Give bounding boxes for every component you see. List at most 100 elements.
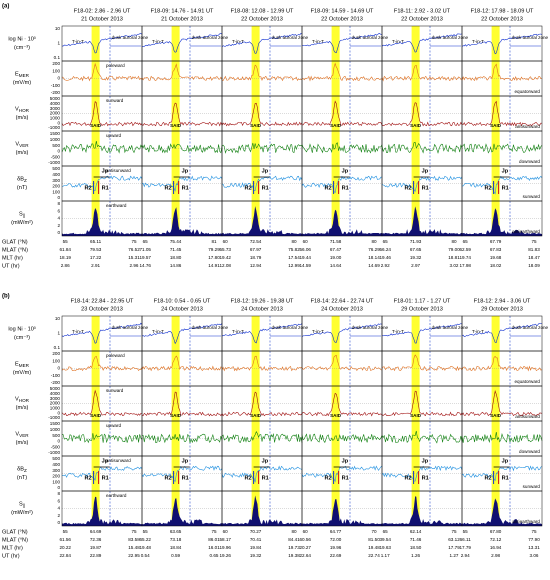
coord-value: 12.99	[288, 263, 300, 268]
x-tick-label: 71.93	[410, 239, 422, 244]
trace	[381, 430, 463, 444]
trace-cell: equatorward	[461, 350, 543, 387]
trace-cell	[141, 130, 223, 167]
annotation: dusk auroral zone	[352, 325, 389, 330]
trace-cell	[141, 350, 223, 387]
y-tick-label: 3000	[50, 106, 61, 111]
x-tick-label: 80	[451, 239, 457, 244]
trace-cell: earthward	[61, 200, 143, 237]
row-label-name: V	[15, 397, 19, 403]
trace-cell	[301, 95, 383, 132]
y-tick-label: 0	[57, 76, 60, 81]
direction-label: equatorward	[514, 89, 540, 94]
coord-value: 17.79	[448, 545, 460, 550]
coord-value: 56.24	[379, 247, 391, 252]
coord-label: MLAT (°N)	[2, 247, 28, 253]
trace	[301, 175, 383, 194]
y-tick-label: 500	[52, 166, 60, 171]
trace-cell: sunward	[61, 95, 143, 132]
annotation: SAID	[490, 413, 502, 418]
trace-cell	[381, 490, 463, 527]
trace	[221, 64, 303, 82]
trace-cell	[221, 490, 303, 527]
row-label: VVER	[15, 142, 29, 148]
annotation: R2	[164, 475, 171, 481]
trace	[141, 143, 223, 154]
row-unit: (mV/m)	[13, 370, 31, 376]
coord-value: 56.06	[299, 247, 311, 252]
trace-cell: upward	[61, 130, 143, 167]
row-label-name: δB	[17, 177, 24, 183]
row-unit: (nT)	[17, 185, 27, 191]
coord-value: 83.58	[128, 537, 140, 542]
x-tick-label: 75	[451, 529, 457, 534]
row-label-sub: HOR	[19, 398, 30, 403]
column-title: F18-02: 2.86 - 2.96 UT	[74, 8, 131, 14]
y-tick-label: 0.1	[54, 345, 61, 350]
coord-value: 19.87	[90, 545, 102, 550]
annotation: R1	[342, 185, 349, 191]
annotation: R2	[324, 185, 331, 191]
direction-label: downward	[519, 449, 540, 454]
row-label: log Ni · 10³	[8, 37, 35, 43]
trace	[61, 355, 143, 372]
annotation: dusk auroral zone	[432, 35, 469, 40]
coord-value: 66.11	[460, 537, 472, 542]
x-tick-label: 62.14	[410, 529, 422, 534]
y-tick-label: 1500	[50, 131, 61, 136]
trace	[221, 323, 303, 344]
row-label-name: log Ni · 10³	[8, 37, 35, 43]
annotation: R1	[102, 475, 109, 481]
trace-cell	[141, 385, 223, 422]
y-tick-label: 4000	[50, 101, 61, 106]
trace-cell	[141, 95, 223, 132]
trace-cell	[221, 95, 303, 132]
trace-area	[302, 209, 382, 236]
trace	[381, 141, 463, 154]
trace	[381, 33, 463, 53]
annotation: SAID	[250, 413, 262, 418]
trace	[221, 175, 303, 191]
x-tick-label: 64.69	[90, 529, 102, 534]
annotation: SAID	[170, 413, 182, 418]
trace	[381, 465, 463, 482]
trace	[141, 355, 223, 372]
x-tick-label: 70	[371, 529, 377, 534]
coord-value: 18.80	[170, 255, 182, 260]
y-tick-label: 5000	[50, 386, 61, 391]
annotation: T-in-T	[152, 329, 164, 334]
column-date: 22 October 2013	[401, 16, 443, 22]
column-title: F18-12: 17.98 - 18.09 UT	[471, 8, 534, 14]
direction-label: antiearthward	[512, 229, 540, 234]
trace-cell: antiearthward	[461, 490, 543, 527]
y-tick-label: 4	[57, 216, 60, 221]
y-tick-label: -200	[51, 90, 61, 95]
coord-value: 17.22	[90, 255, 102, 260]
coord-value: 2.91	[91, 263, 100, 268]
direction-label: antisunward	[106, 168, 131, 173]
coord-value: 79.53	[90, 247, 102, 252]
x-tick-label: 75	[211, 529, 217, 534]
trace-cell	[381, 200, 463, 237]
trace	[141, 175, 223, 192]
row-label: EMER	[15, 362, 30, 368]
x-tick-label: 72.54	[250, 239, 262, 244]
trace-cell	[301, 60, 383, 97]
y-tick-label: 5000	[50, 96, 61, 101]
annotation: SAID	[90, 123, 102, 128]
row-label-sub: MER	[19, 73, 30, 78]
coord-value: 3.06	[530, 553, 539, 558]
annotation: T-in-T	[392, 329, 404, 334]
y-tick-label: 2000	[50, 111, 61, 116]
y-tick-label: 4000	[50, 391, 61, 396]
column-date: 22 October 2013	[241, 16, 283, 22]
coord-label: UT (hr)	[2, 263, 20, 269]
y-tick-label: 1000	[50, 427, 61, 432]
coord-value: 20.27	[299, 545, 311, 550]
row-label-name: S	[19, 212, 23, 218]
row-unit: (nT)	[17, 475, 27, 481]
annotation: SAID	[250, 123, 262, 128]
x-tick-label: 75	[131, 529, 137, 534]
x-tick-label: 55	[63, 529, 69, 534]
trace	[461, 390, 543, 417]
